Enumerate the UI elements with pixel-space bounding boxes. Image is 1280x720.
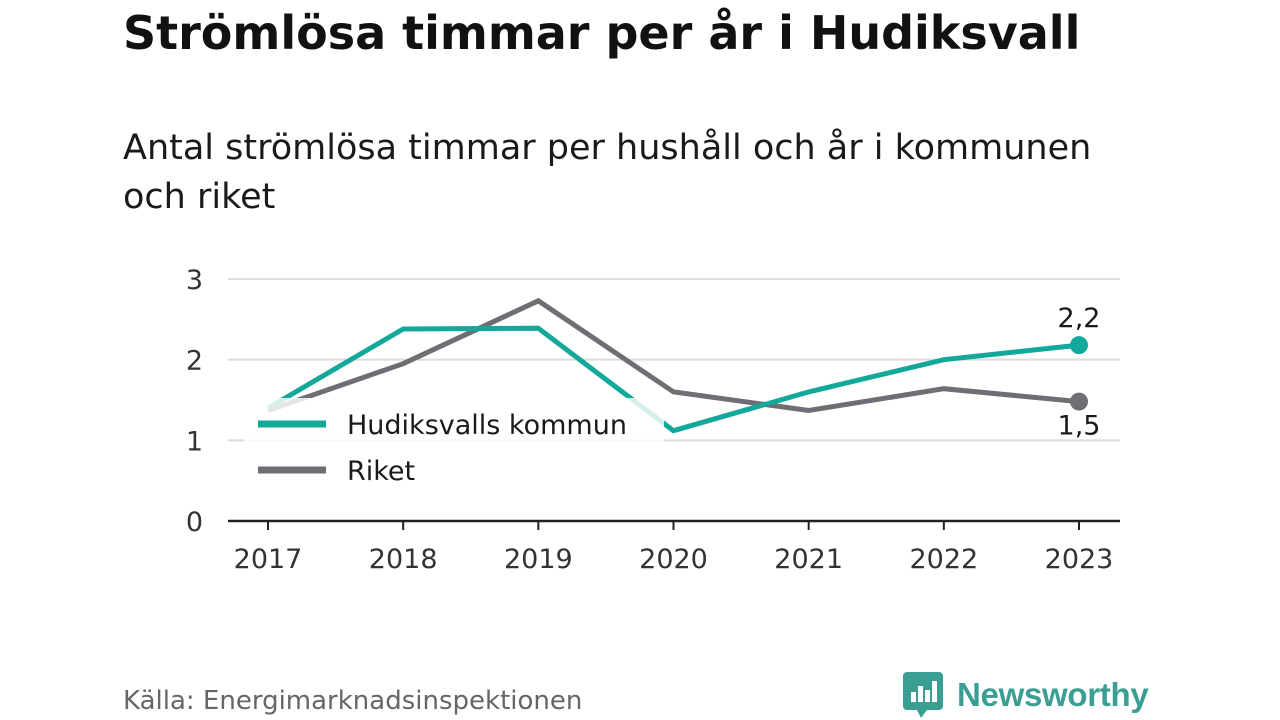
series-line-hudiksvall: [266, 325, 1080, 434]
newsworthy-logo-text: Newsworthy: [957, 676, 1149, 713]
y-tick-label: 0: [186, 507, 203, 538]
x-tick-label: 2021: [774, 544, 843, 575]
end-point-hudiksvall: [1070, 336, 1088, 355]
legend-background: [244, 398, 664, 494]
end-point-riket: [1070, 392, 1088, 411]
end-label-riket: 1,5: [1058, 411, 1101, 442]
newsworthy-logo: Newsworthy: [903, 672, 1149, 718]
series-line-riket: [267, 297, 1080, 414]
legend-label-hudiksvall: Hudiksvalls kommun: [347, 410, 627, 441]
x-tick-label: 2017: [234, 544, 303, 575]
y-tick-label: 2: [186, 346, 203, 377]
chart-subtitle: Antal strömlösa timmar per hushåll och å…: [123, 128, 1092, 217]
x-tick-label: 2022: [909, 544, 978, 575]
x-tick-label: 2019: [504, 544, 573, 575]
x-tick-label: 2023: [1045, 544, 1114, 575]
source-note: Källa: Energimarknadsinspektionen: [123, 686, 583, 716]
legend-label-riket: Riket: [347, 456, 415, 487]
newsworthy-logo-icon: [903, 672, 943, 718]
chart-title: Strömlösa timmar per år i Hudiksvall: [123, 6, 1081, 60]
y-tick-label: 1: [186, 426, 203, 457]
y-tick-label: 3: [186, 265, 203, 296]
x-tick-label: 2018: [369, 544, 438, 575]
x-tick-label: 2020: [639, 544, 708, 575]
end-label-hudiksvall: 2,2: [1058, 303, 1101, 334]
